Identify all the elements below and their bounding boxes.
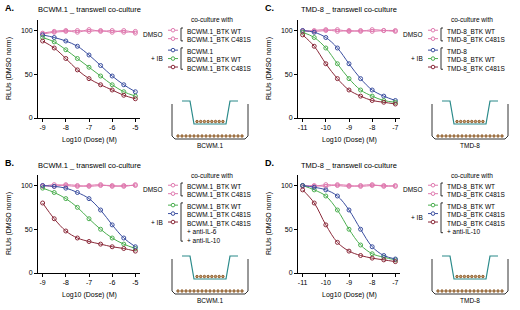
svg-text:BCWM.1_BTK C481S: BCWM.1_BTK C481S — [187, 36, 252, 44]
svg-text:TMD-8_BTK C481S: TMD-8_BTK C481S — [447, 211, 505, 219]
svg-text:50: 50 — [25, 226, 33, 233]
svg-text:TMD-8_BTK WT: TMD-8_BTK WT — [447, 56, 495, 64]
svg-text:Log10 (Dose) (M): Log10 (Dose) (M) — [322, 136, 377, 144]
svg-text:TMD-8: TMD-8 — [447, 48, 467, 55]
svg-text:-8: -8 — [369, 279, 375, 286]
svg-text:TMD-8_BTK WT: TMD-8_BTK WT — [447, 183, 495, 191]
svg-text:-6: -6 — [109, 124, 115, 131]
svg-text:D.: D. — [265, 158, 274, 168]
svg-text:TMD-8_BTK WT: TMD-8_BTK WT — [447, 203, 495, 211]
svg-text:TMD-8_BTK C481S: TMD-8_BTK C481S — [447, 191, 505, 199]
svg-text:BCWM.1_BTK WT: BCWM.1_BTK WT — [187, 203, 241, 211]
svg-text:BCWM.1_BTK C481S: BCWM.1_BTK C481S — [187, 191, 252, 199]
svg-text:-7: -7 — [86, 124, 92, 131]
svg-text:DMSO: DMSO — [403, 186, 423, 193]
svg-text:0: 0 — [29, 114, 33, 121]
svg-text:BCWM.1: BCWM.1 — [187, 48, 213, 55]
svg-text:Log10 (Dose) (M): Log10 (Dose) (M) — [322, 291, 377, 299]
svg-text:co-culture with: co-culture with — [191, 172, 233, 179]
svg-text:+ IB: + IB — [151, 219, 163, 226]
svg-text:co-culture with: co-culture with — [191, 16, 233, 23]
svg-text:-10: -10 — [321, 279, 331, 286]
svg-text:-5: -5 — [132, 279, 138, 286]
svg-text:TMD-8_BTK C481S: TMD-8_BTK C481S — [447, 65, 505, 73]
svg-text:-5: -5 — [132, 124, 138, 131]
svg-text:TMD-8 _ transwell co-culture: TMD-8 _ transwell co-culture — [301, 161, 397, 170]
svg-text:-7: -7 — [86, 279, 92, 286]
svg-text:A.: A. — [5, 3, 14, 13]
svg-text:RLUs (DMSO norm): RLUs (DMSO norm) — [265, 192, 273, 255]
svg-text:BCWM.1 _ transwell co-culture: BCWM.1 _ transwell co-culture — [38, 161, 141, 170]
svg-text:100: 100 — [281, 182, 293, 189]
svg-text:TMD-8 _ transwell co-culture: TMD-8 _ transwell co-culture — [301, 5, 397, 14]
svg-text:-7: -7 — [392, 279, 398, 286]
svg-text:BCWM.1_BTK WT: BCWM.1_BTK WT — [187, 56, 241, 64]
svg-text:Log10 (Dose) (M): Log10 (Dose) (M) — [62, 291, 117, 299]
svg-text:BCWM.1: BCWM.1 — [197, 142, 223, 149]
svg-text:-10: -10 — [321, 124, 331, 131]
svg-text:-6: -6 — [109, 279, 115, 286]
svg-text:+ IB: + IB — [411, 55, 423, 62]
svg-text:0: 0 — [29, 269, 33, 276]
svg-text:co-culture with: co-culture with — [451, 172, 493, 179]
svg-text:RLUs (DMSO norm): RLUs (DMSO norm) — [265, 37, 273, 100]
svg-text:BCWM.1: BCWM.1 — [197, 297, 223, 304]
svg-text:RLUs (DMSO norm): RLUs (DMSO norm) — [5, 192, 13, 255]
svg-text:BCWM.1 _ transwell co-culture: BCWM.1 _ transwell co-culture — [38, 5, 141, 14]
svg-text:DMSO: DMSO — [143, 186, 163, 193]
svg-text:DMSO: DMSO — [143, 31, 163, 38]
svg-text:TMD-8: TMD-8 — [460, 142, 480, 149]
svg-text:BCWM.1_BTK WT: BCWM.1_BTK WT — [187, 28, 241, 36]
svg-text:+ IB: + IB — [151, 55, 163, 62]
svg-text:100: 100 — [21, 27, 33, 34]
svg-text:50: 50 — [25, 71, 33, 78]
svg-text:50: 50 — [285, 71, 293, 78]
svg-text:Log10 (Dose) (M): Log10 (Dose) (M) — [62, 136, 117, 144]
svg-text:-9: -9 — [346, 279, 352, 286]
svg-text:TMD-8: TMD-8 — [460, 297, 480, 304]
svg-text:C.: C. — [265, 3, 274, 13]
svg-text:TMD-8_BTK WT: TMD-8_BTK WT — [447, 28, 495, 36]
svg-text:TMD-8_BTK C481S+ anti-IL-10: TMD-8_BTK C481S+ anti-IL-10 — [447, 220, 505, 235]
svg-text:-9: -9 — [40, 279, 46, 286]
svg-text:-9: -9 — [346, 124, 352, 131]
svg-text:-7: -7 — [392, 124, 398, 131]
svg-text:-8: -8 — [63, 279, 69, 286]
svg-text:BCWM.1_BTK C481S+ anti-IL-6+ a: BCWM.1_BTK C481S+ anti-IL-6+ anti-IL-10 — [187, 220, 252, 244]
svg-text:BCWM.1_BTK C481S: BCWM.1_BTK C481S — [187, 65, 252, 73]
svg-text:+ IB: + IB — [411, 214, 423, 221]
svg-text:-11: -11 — [298, 124, 308, 131]
svg-text:50: 50 — [285, 226, 293, 233]
svg-text:RLUs (DMSO norm): RLUs (DMSO norm) — [5, 37, 13, 100]
svg-text:DMSO: DMSO — [403, 31, 423, 38]
svg-text:BCWM.1_BTK WT: BCWM.1_BTK WT — [187, 183, 241, 191]
svg-text:0: 0 — [289, 269, 293, 276]
svg-text:0: 0 — [289, 114, 293, 121]
svg-text:TMD-8_BTK C481S: TMD-8_BTK C481S — [447, 36, 505, 44]
svg-text:-8: -8 — [63, 124, 69, 131]
svg-text:BCWM.1_BTK C481S: BCWM.1_BTK C481S — [187, 211, 252, 219]
svg-text:-9: -9 — [40, 124, 46, 131]
svg-text:-8: -8 — [369, 124, 375, 131]
svg-text:B.: B. — [5, 158, 14, 168]
svg-text:co-culture with: co-culture with — [451, 16, 493, 23]
svg-text:-11: -11 — [298, 279, 308, 286]
svg-text:100: 100 — [281, 27, 293, 34]
svg-text:100: 100 — [21, 182, 33, 189]
